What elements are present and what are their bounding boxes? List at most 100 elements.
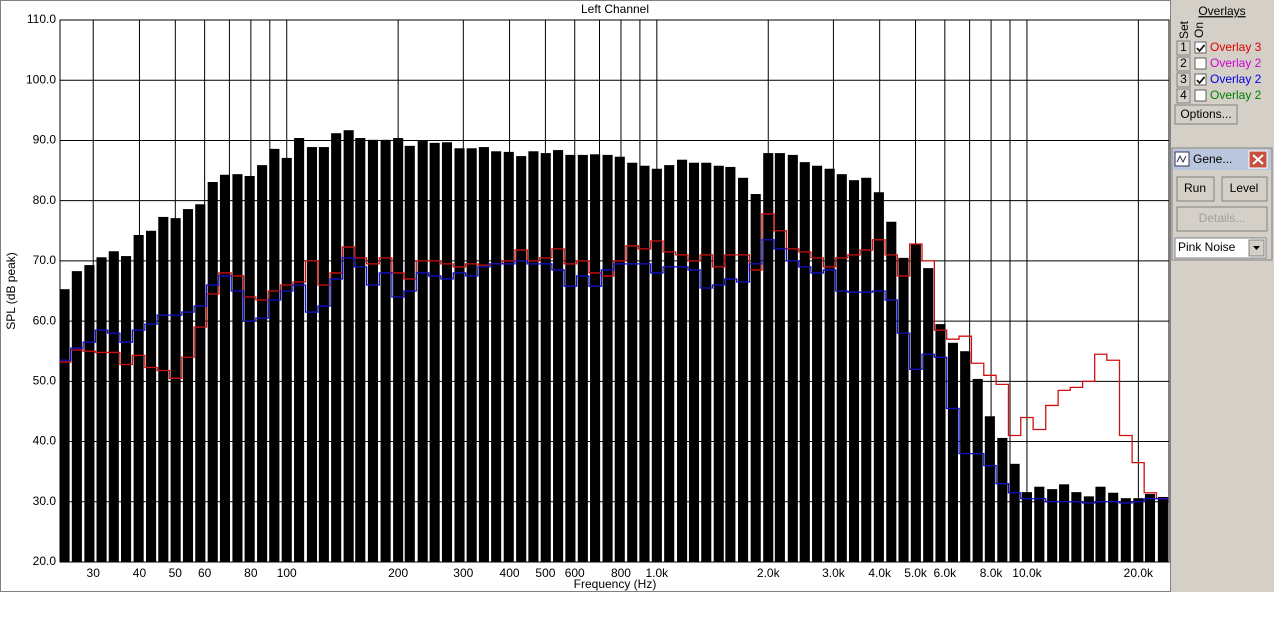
bar <box>528 151 539 563</box>
bar <box>1021 492 1032 562</box>
bar <box>664 165 675 562</box>
x-tick-label: 6.0k <box>933 566 957 580</box>
overlay-checkbox[interactable] <box>1194 57 1207 70</box>
overlay-checkbox[interactable] <box>1194 41 1207 54</box>
bar <box>195 204 206 562</box>
bar <box>639 165 650 562</box>
bar <box>306 147 318 562</box>
bar <box>257 165 268 562</box>
bar <box>898 257 909 562</box>
bar <box>812 165 823 562</box>
y-tick-label: 50.0 <box>33 374 57 388</box>
bar <box>774 153 785 562</box>
y-tick-label: 90.0 <box>33 133 57 147</box>
bar <box>984 416 995 562</box>
level-label[interactable]: Level <box>1230 181 1259 195</box>
set-button[interactable] <box>1176 56 1191 72</box>
run-button[interactable] <box>1176 176 1215 202</box>
frame <box>0 0 1171 592</box>
x-tick-label: 8.0k <box>980 566 1004 580</box>
overlay-label[interactable]: Overlay 2 <box>1210 88 1262 102</box>
overlay-rows: 1 Overlay 3 2 Overlay 2 3 Overlay 2 4 Overlay 2 <box>1176 40 1262 104</box>
bar <box>677 159 688 562</box>
chart-title: Left Channel <box>581 2 649 16</box>
bar <box>923 268 934 562</box>
bar <box>651 168 662 562</box>
bar <box>108 251 119 562</box>
check-mark[interactable] <box>1196 44 1206 53</box>
bar <box>725 166 736 563</box>
y-tick-label: 80.0 <box>33 193 57 207</box>
overlay-label[interactable]: Overlay 3 <box>1210 40 1262 54</box>
level-button[interactable] <box>1221 176 1268 202</box>
y-tick-label: 30.0 <box>33 494 57 508</box>
bar <box>516 156 527 562</box>
x-tick-label: 600 <box>565 566 585 580</box>
bar <box>1071 492 1082 562</box>
bar <box>1157 496 1168 562</box>
bar <box>84 265 95 562</box>
x-tick-label: 200 <box>388 566 408 580</box>
x-tick-label: 80 <box>244 566 258 580</box>
overlay-checkbox[interactable] <box>1194 73 1207 86</box>
set-header: Set <box>1177 20 1191 39</box>
bar <box>750 194 761 562</box>
set-label[interactable]: 1 <box>1180 40 1187 54</box>
bar <box>170 218 181 562</box>
bar <box>146 230 157 562</box>
x-tick-label: 30 <box>87 566 101 580</box>
set-button[interactable] <box>1176 72 1191 88</box>
set-button[interactable] <box>1176 88 1191 104</box>
bar <box>627 162 638 562</box>
bar <box>910 244 921 562</box>
x-tick-label: 3.0k <box>822 566 846 580</box>
bar <box>565 154 576 563</box>
details-button[interactable] <box>1176 206 1268 232</box>
overlay-label[interactable]: Overlay 2 <box>1210 56 1262 70</box>
bar <box>133 234 144 562</box>
options-button[interactable] <box>1174 104 1238 125</box>
generator-icon-wave <box>1176 154 1187 164</box>
bar <box>404 145 415 562</box>
set-label[interactable]: 3 <box>1180 72 1187 86</box>
bar <box>393 138 404 562</box>
overlays <box>60 213 1169 504</box>
x-tick-label: 10.0k <box>1012 566 1042 580</box>
overlay-checkbox[interactable] <box>1194 89 1207 102</box>
x-tick-label: 500 <box>535 566 555 580</box>
bar <box>836 174 847 562</box>
bar <box>343 130 354 562</box>
bar <box>417 141 428 562</box>
bar <box>207 181 218 562</box>
check-mark[interactable] <box>1196 76 1206 85</box>
set-label[interactable]: 2 <box>1180 56 1187 70</box>
bar <box>281 157 292 563</box>
y-tick-label: 70.0 <box>33 253 57 267</box>
close-icon[interactable] <box>1252 154 1264 165</box>
overlay-label[interactable]: Overlay 2 <box>1210 72 1262 86</box>
bar <box>441 142 453 563</box>
bar <box>577 154 588 563</box>
y-tick-label: 20.0 <box>33 554 57 568</box>
bar <box>331 133 342 562</box>
details-label[interactable]: Details... <box>1199 211 1246 225</box>
bar <box>960 351 971 562</box>
bar <box>294 138 305 562</box>
options-label[interactable]: Options... <box>1180 107 1231 121</box>
select-arrow[interactable] <box>1253 246 1260 250</box>
signal-select[interactable] <box>1174 237 1267 259</box>
bar <box>491 151 502 563</box>
run-label[interactable]: Run <box>1184 181 1206 195</box>
y-axis-title: SPL (dB peak) <box>4 252 18 330</box>
bar <box>478 147 489 562</box>
set-label[interactable]: 4 <box>1180 88 1187 102</box>
x-tick-label: 1.0k <box>645 566 669 580</box>
y-tick-label: 60.0 <box>33 313 57 327</box>
y-tick-label: 110.0 <box>27 12 56 26</box>
bar <box>861 177 872 562</box>
signal-label[interactable]: Pink Noise <box>1178 240 1236 254</box>
set-button[interactable] <box>1176 40 1191 56</box>
bar <box>873 192 884 563</box>
bar <box>429 142 440 562</box>
x-tick-label: 5.0k <box>904 566 928 580</box>
